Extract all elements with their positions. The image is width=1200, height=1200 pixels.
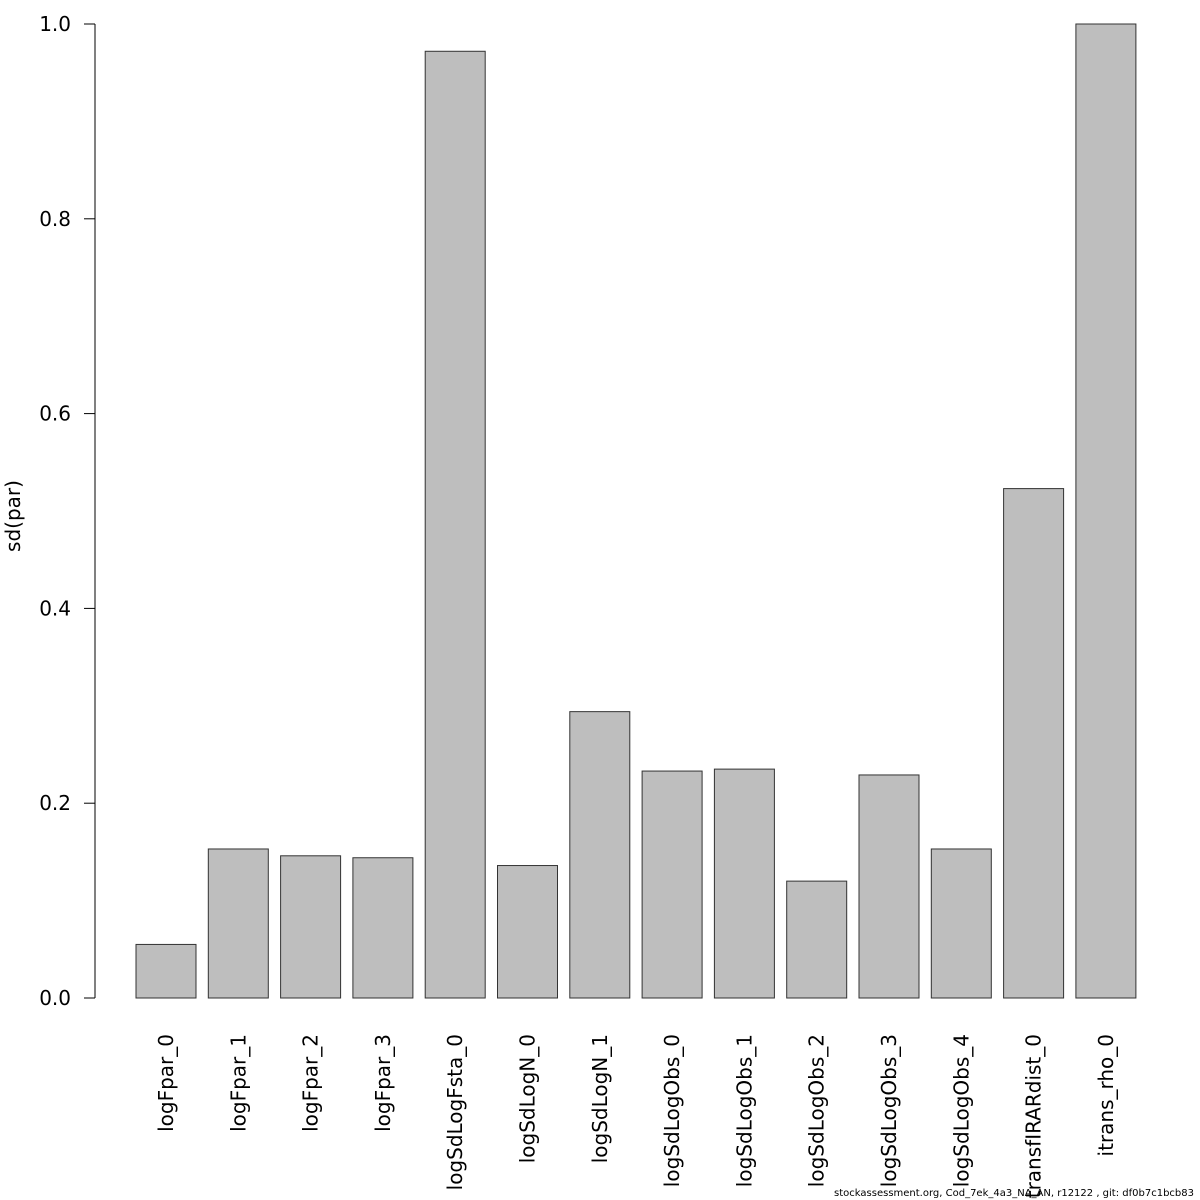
bar bbox=[713, 768, 775, 999]
category-label: logFpar_3 bbox=[371, 1034, 395, 1132]
y-tick-label: 0.4 bbox=[39, 596, 71, 620]
bar bbox=[641, 770, 703, 999]
bar bbox=[135, 943, 197, 999]
y-tick-label: 0.8 bbox=[39, 207, 71, 231]
category-label: logSdLogObs_3 bbox=[877, 1034, 901, 1187]
bar bbox=[569, 711, 631, 999]
category-label: logFpar_2 bbox=[299, 1034, 323, 1132]
y-axis: 0.0 0.2 0.4 0.6 0.8 1.0 bbox=[39, 12, 96, 1010]
category-label: logSdLogFsta_0 bbox=[443, 1034, 467, 1190]
category-label: logSdLogObs_1 bbox=[732, 1034, 756, 1187]
category-label: transfIRARdist_0 bbox=[1022, 1034, 1046, 1198]
category-label: logSdLogN_0 bbox=[516, 1034, 540, 1163]
category-label: logSdLogN_1 bbox=[588, 1034, 612, 1163]
bar bbox=[280, 855, 342, 999]
bar bbox=[207, 848, 269, 999]
bar bbox=[1003, 488, 1065, 999]
bar bbox=[930, 848, 992, 999]
y-tick-label: 1.0 bbox=[39, 12, 71, 36]
y-tick-label: 0.6 bbox=[39, 402, 71, 426]
category-label: logFpar_1 bbox=[226, 1034, 250, 1132]
y-tick-label: 0.2 bbox=[39, 791, 71, 815]
category-label: itrans_rho_0 bbox=[1094, 1034, 1118, 1156]
bar bbox=[786, 880, 848, 999]
bars bbox=[135, 23, 1137, 999]
bar bbox=[497, 865, 558, 999]
category-label: logSdLogObs_2 bbox=[805, 1034, 829, 1187]
category-label: logSdLogObs_4 bbox=[949, 1034, 973, 1187]
category-label: logFpar_0 bbox=[154, 1034, 178, 1132]
bar bbox=[352, 857, 414, 999]
y-axis-title: sd(par) bbox=[1, 480, 25, 552]
y-tick-label: 0.0 bbox=[39, 986, 71, 1010]
bar bbox=[1075, 23, 1137, 999]
category-label: logSdLogObs_0 bbox=[660, 1034, 684, 1187]
category-labels: logFpar_0 logFpar_1 logFpar_2 logFpar_3 logS… bbox=[154, 1034, 1118, 1198]
footer-note: stockassessment.org, Cod_7ek_4a3_NA_AN, … bbox=[834, 1188, 1194, 1199]
bar bbox=[424, 50, 486, 999]
bar bbox=[858, 774, 920, 999]
